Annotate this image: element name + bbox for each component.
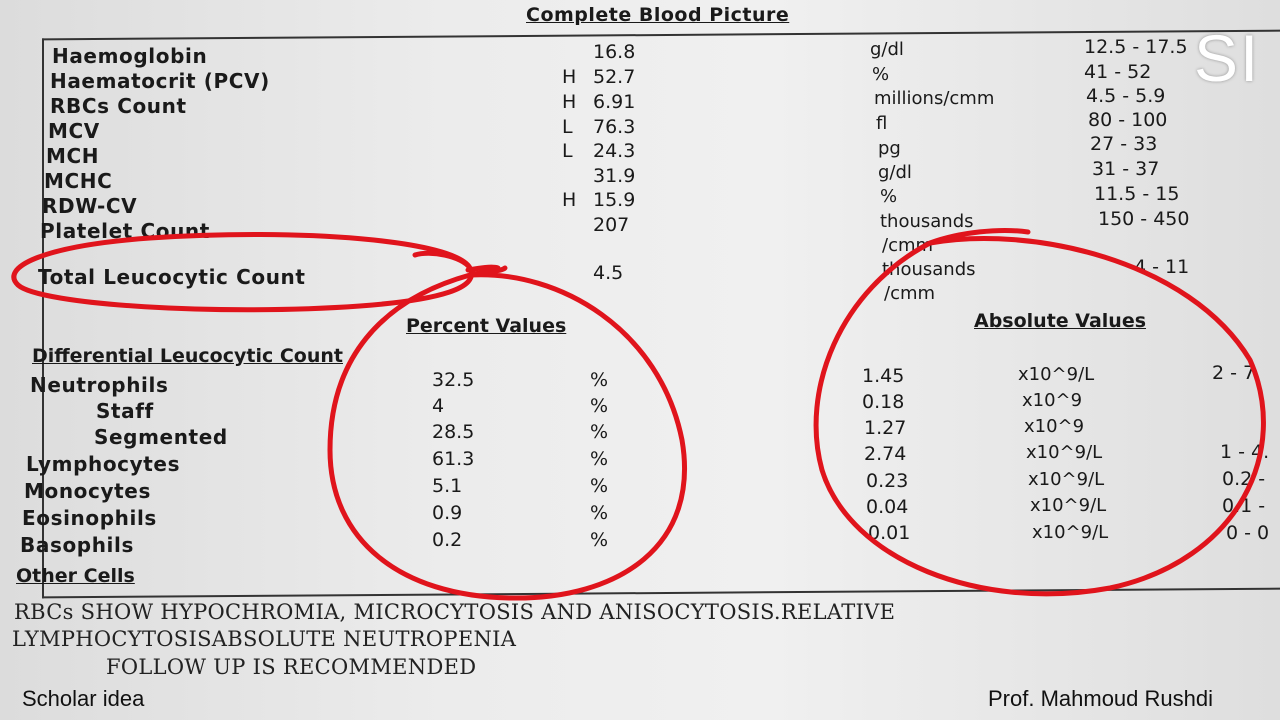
diff-absolute: 1.27	[864, 417, 907, 439]
cbc-value: 16.8	[593, 41, 636, 63]
cbc-range: 31 - 37	[1092, 158, 1160, 180]
cbc-range: 12.5 - 17.5	[1084, 36, 1188, 58]
cbc-value: 76.3	[593, 116, 636, 138]
cbc-value: 15.9	[593, 189, 636, 211]
cbc-range: 80 - 100	[1088, 109, 1168, 131]
tlc-value: 4.5	[593, 262, 624, 284]
diff-percent: 5.1	[432, 475, 463, 497]
cbc-unit: %	[880, 186, 898, 207]
tlc-name: Total Leucocytic Count	[38, 265, 306, 289]
cbc-unit: g/dl	[870, 39, 904, 60]
diff-range: 2 - 7	[1212, 362, 1256, 384]
diff-percent: 28.5	[432, 421, 475, 443]
cbc-flag: H	[562, 91, 577, 113]
remark-line: LYMPHOCYTOSISABSOLUTE NEUTROPENIA	[12, 627, 517, 651]
cbc-range: 4.5 - 5.9	[1086, 85, 1166, 107]
percent-header: Percent Values	[406, 315, 567, 337]
diff-percent: 32.5	[432, 369, 475, 391]
footer-left-credit: Scholar idea	[22, 686, 145, 711]
cbc-value: 31.9	[593, 165, 636, 187]
diff-absolute: 1.45	[862, 365, 905, 387]
remark-line: RBCs SHOW HYPOCHROMIA, MICROCYTOSIS AND …	[14, 600, 896, 624]
diff-percent: 61.3	[432, 448, 475, 470]
diff-percent-unit: %	[590, 395, 609, 417]
cbc-value: 207	[593, 214, 630, 236]
diff-absolute-unit: x10^9/L	[1018, 364, 1095, 385]
cbc-unit: fl	[876, 113, 888, 134]
cbc-name: Haemoglobin	[52, 44, 208, 68]
cbc-unit: millions/cmm	[874, 88, 995, 109]
diff-absolute: 0.23	[866, 470, 909, 492]
diff-percent: 4	[432, 395, 445, 417]
diff-absolute: 0.18	[862, 391, 905, 413]
cbc-flag: H	[562, 66, 577, 88]
differential-header: Differential Leucocytic Count	[32, 345, 343, 367]
diff-percent-unit: %	[590, 369, 609, 391]
cbc-range: 41 - 52	[1084, 61, 1152, 83]
report-title: Complete Blood Picture	[526, 4, 790, 26]
footer-right-credit: Prof. Mahmoud Rushdi	[988, 686, 1213, 711]
diff-absolute: 0.01	[868, 522, 911, 544]
other-cells-label: Other Cells	[16, 565, 135, 587]
cbc-name: RBCs Count	[50, 94, 187, 118]
diff-name: Neutrophils	[30, 373, 169, 397]
tlc-range: 4 - 11	[1134, 256, 1190, 278]
diff-name: Eosinophils	[22, 506, 157, 530]
cbc-unit: pg	[878, 138, 901, 159]
diff-absolute-unit: x10^9	[1022, 390, 1083, 411]
cbc-range: 27 - 33	[1090, 133, 1158, 155]
diff-range: 0 - 0	[1226, 522, 1270, 544]
cbc-name: MCV	[48, 119, 100, 143]
diff-absolute-unit: x10^9/L	[1026, 442, 1103, 463]
diff-range: 0.2 -	[1222, 468, 1266, 490]
diff-percent-unit: %	[590, 421, 609, 443]
diff-absolute: 2.74	[864, 443, 907, 465]
cbc-value: 6.91	[593, 91, 636, 113]
diff-percent: 0.2	[432, 529, 463, 551]
cbc-name: MCH	[46, 144, 100, 168]
tlc-unit: thousands	[882, 259, 976, 280]
diff-absolute: 0.04	[866, 496, 909, 518]
diff-absolute-unit: x10^9/L	[1028, 469, 1105, 490]
diff-percent-unit: %	[590, 475, 609, 497]
cbc-unit: thousands	[880, 211, 974, 232]
diff-name: Staff	[96, 399, 154, 423]
diff-percent: 0.9	[432, 502, 463, 524]
diff-absolute-unit: x10^9/L	[1032, 522, 1109, 543]
cbc-flag: L	[562, 140, 573, 162]
diff-absolute-unit: x10^9/L	[1030, 495, 1107, 516]
cbc-name: RDW-CV	[42, 194, 138, 218]
cbc-unit: %	[872, 64, 890, 85]
diff-range: 1 - 4.	[1220, 441, 1270, 463]
tlc-unit-line2: /cmm	[884, 283, 936, 304]
remark-line: FOLLOW UP IS RECOMMENDED	[106, 655, 477, 679]
diff-percent-unit: %	[590, 502, 609, 524]
cbc-flag: L	[562, 116, 573, 138]
cbc-unit: g/dl	[878, 162, 912, 183]
cbc-range: 150 - 450	[1098, 208, 1190, 230]
diff-name: Lymphocytes	[26, 452, 181, 476]
si-logo: SI	[1194, 21, 1261, 95]
cbc-range: 11.5 - 15	[1094, 183, 1180, 205]
diff-percent-unit: %	[590, 529, 609, 551]
diff-absolute-unit: x10^9	[1024, 416, 1085, 437]
diff-range: 0.1 -	[1222, 495, 1266, 517]
cbc-flag: H	[562, 189, 577, 211]
cbc-name: Haematocrit (PCV)	[50, 69, 270, 93]
cbc-name: MCHC	[44, 169, 113, 193]
diff-percent-unit: %	[590, 448, 609, 470]
diff-name: Segmented	[94, 425, 228, 449]
absolute-header: Absolute Values	[974, 310, 1147, 332]
cbc-unit-line2: /cmm	[882, 235, 934, 256]
cbc-value: 24.3	[593, 140, 636, 162]
cbc-value: 52.7	[593, 66, 636, 88]
cbc-name: Platelet Count	[40, 219, 210, 243]
diff-name: Monocytes	[24, 479, 151, 503]
diff-name: Basophils	[20, 533, 134, 557]
